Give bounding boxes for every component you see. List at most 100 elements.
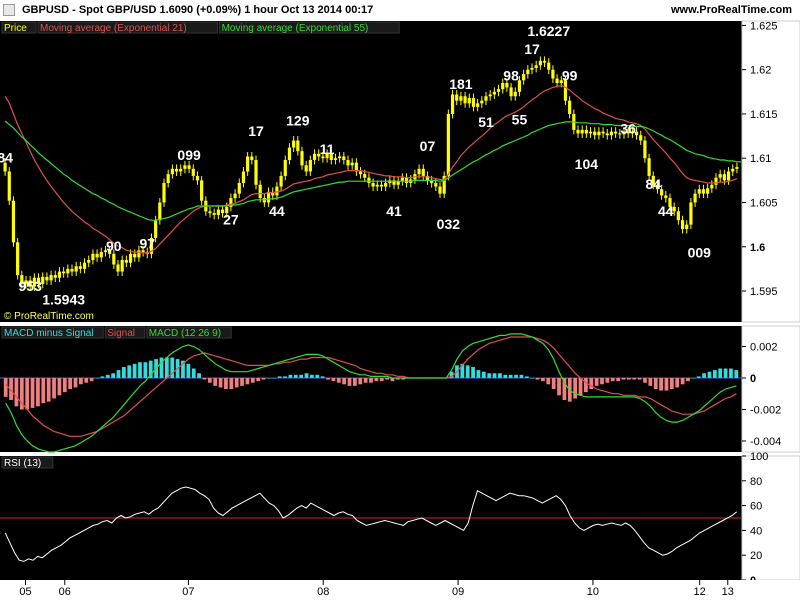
price-candle (321, 156, 325, 159)
price-candle (434, 183, 438, 187)
y-tick-label: -0.002 (750, 404, 781, 416)
price-candle (639, 135, 643, 141)
macd-histogram-bar (626, 377, 631, 380)
price-candle (99, 252, 103, 258)
macd-histogram-bar (121, 366, 126, 378)
price-candle (392, 180, 396, 185)
price-candle (304, 165, 308, 172)
macd-histogram-bar (530, 377, 535, 379)
price-candle (672, 206, 676, 212)
price-candle (329, 153, 333, 160)
price-candle (559, 80, 563, 83)
macd-histogram-bar (358, 377, 363, 385)
price-candle (220, 209, 225, 214)
macd-histogram-bar (519, 374, 524, 378)
legend-label: Price (4, 23, 27, 34)
price-candle (396, 181, 400, 185)
price-candle (7, 171, 11, 201)
price-candle (576, 129, 580, 134)
price-candle (70, 268, 74, 272)
price-candle (45, 276, 49, 281)
price-candle (714, 177, 718, 185)
price-annotation: 181 (449, 76, 473, 92)
price-candle (601, 131, 605, 134)
macd-histogram-bar (551, 377, 556, 389)
price-candle (513, 91, 517, 97)
price-candle (522, 74, 526, 81)
price-annotation: 44 (658, 203, 674, 219)
price-annotation: 27 (223, 212, 239, 228)
price-candle (158, 202, 162, 221)
macd-histogram-bar (363, 377, 368, 383)
price-annotation: 44 (269, 203, 285, 219)
price-candle (484, 96, 488, 101)
price-annotation: 032 (437, 216, 461, 232)
macd-histogram-bar (36, 377, 40, 407)
price-candle (82, 262, 87, 269)
price-candle (597, 131, 601, 136)
y-tick-label: 20 (750, 550, 762, 562)
macd-histogram-bar (213, 377, 218, 386)
legend-label: RSI (13) (4, 458, 41, 469)
price-candle (16, 242, 20, 276)
price-annotation: 97 (139, 236, 155, 252)
macd-histogram-bar (374, 377, 379, 382)
macd-histogram-bar (159, 357, 164, 378)
price-candle (614, 131, 618, 134)
legend-box (146, 326, 232, 339)
price-candle (526, 69, 530, 75)
price-candle (216, 209, 220, 215)
macd-histogram-bar (68, 377, 73, 389)
price-candle (24, 280, 28, 284)
price-candle (3, 162, 7, 172)
macd-histogram-bar (449, 371, 454, 378)
price-candle (32, 277, 36, 287)
x-tick-label: 10 (587, 586, 599, 598)
macd-histogram-bar (186, 363, 191, 378)
site-url[interactable]: www.ProRealTime.com (670, 4, 792, 16)
y-tick-label: 1.62 (750, 65, 771, 77)
x-tick-label: 13 (722, 586, 734, 598)
price-candle (149, 237, 154, 254)
legend-box (104, 326, 146, 339)
y-tick-label: 80 (750, 476, 762, 488)
price-candle (208, 211, 212, 214)
price-annotation: 17 (524, 41, 540, 57)
macd-histogram-bar (664, 377, 669, 391)
price-candle (735, 167, 739, 169)
price-candle (697, 189, 701, 194)
price-candle (701, 189, 706, 194)
macd-histogram-bar (73, 377, 78, 388)
macd-histogram-bar (57, 377, 62, 396)
price-candle (501, 82, 505, 90)
price-candle (246, 156, 250, 172)
macd-histogram-bar (25, 377, 30, 410)
macd-panel: 0.002 0 -0.002 -0.004 MACD minus Signal Signa… (0, 325, 800, 453)
price-candle (367, 177, 371, 184)
macd-histogram-bar (696, 376, 701, 378)
price-candle (49, 275, 53, 281)
macd-histogram-bar (245, 377, 250, 385)
macd-histogram-bar (702, 373, 706, 378)
macd-histogram-bar (476, 370, 481, 378)
price-candle (266, 191, 271, 203)
price-annotation: 51 (478, 114, 494, 130)
macd-histogram-bar (89, 377, 94, 382)
price-candle (120, 260, 124, 272)
macd-histogram-bar (546, 377, 551, 385)
macd-histogram-bar (514, 374, 518, 378)
macd-histogram-bar (347, 377, 352, 386)
price-candle (647, 158, 651, 176)
price-candle (283, 159, 287, 176)
price-candle (128, 253, 133, 263)
price-candle (78, 266, 82, 269)
price-annotation: 84 (645, 176, 661, 192)
legend-label: MACD minus Signal (4, 328, 93, 339)
y-tick-label: 1.595 (750, 286, 778, 298)
price-annotation: 55 (512, 112, 528, 128)
macd-histogram-bar (562, 377, 567, 401)
macd-histogram-bar (267, 377, 271, 379)
price-candle (11, 200, 16, 243)
y-tick-label: 1.61 (750, 153, 771, 165)
price-annotation: 41 (386, 203, 402, 219)
